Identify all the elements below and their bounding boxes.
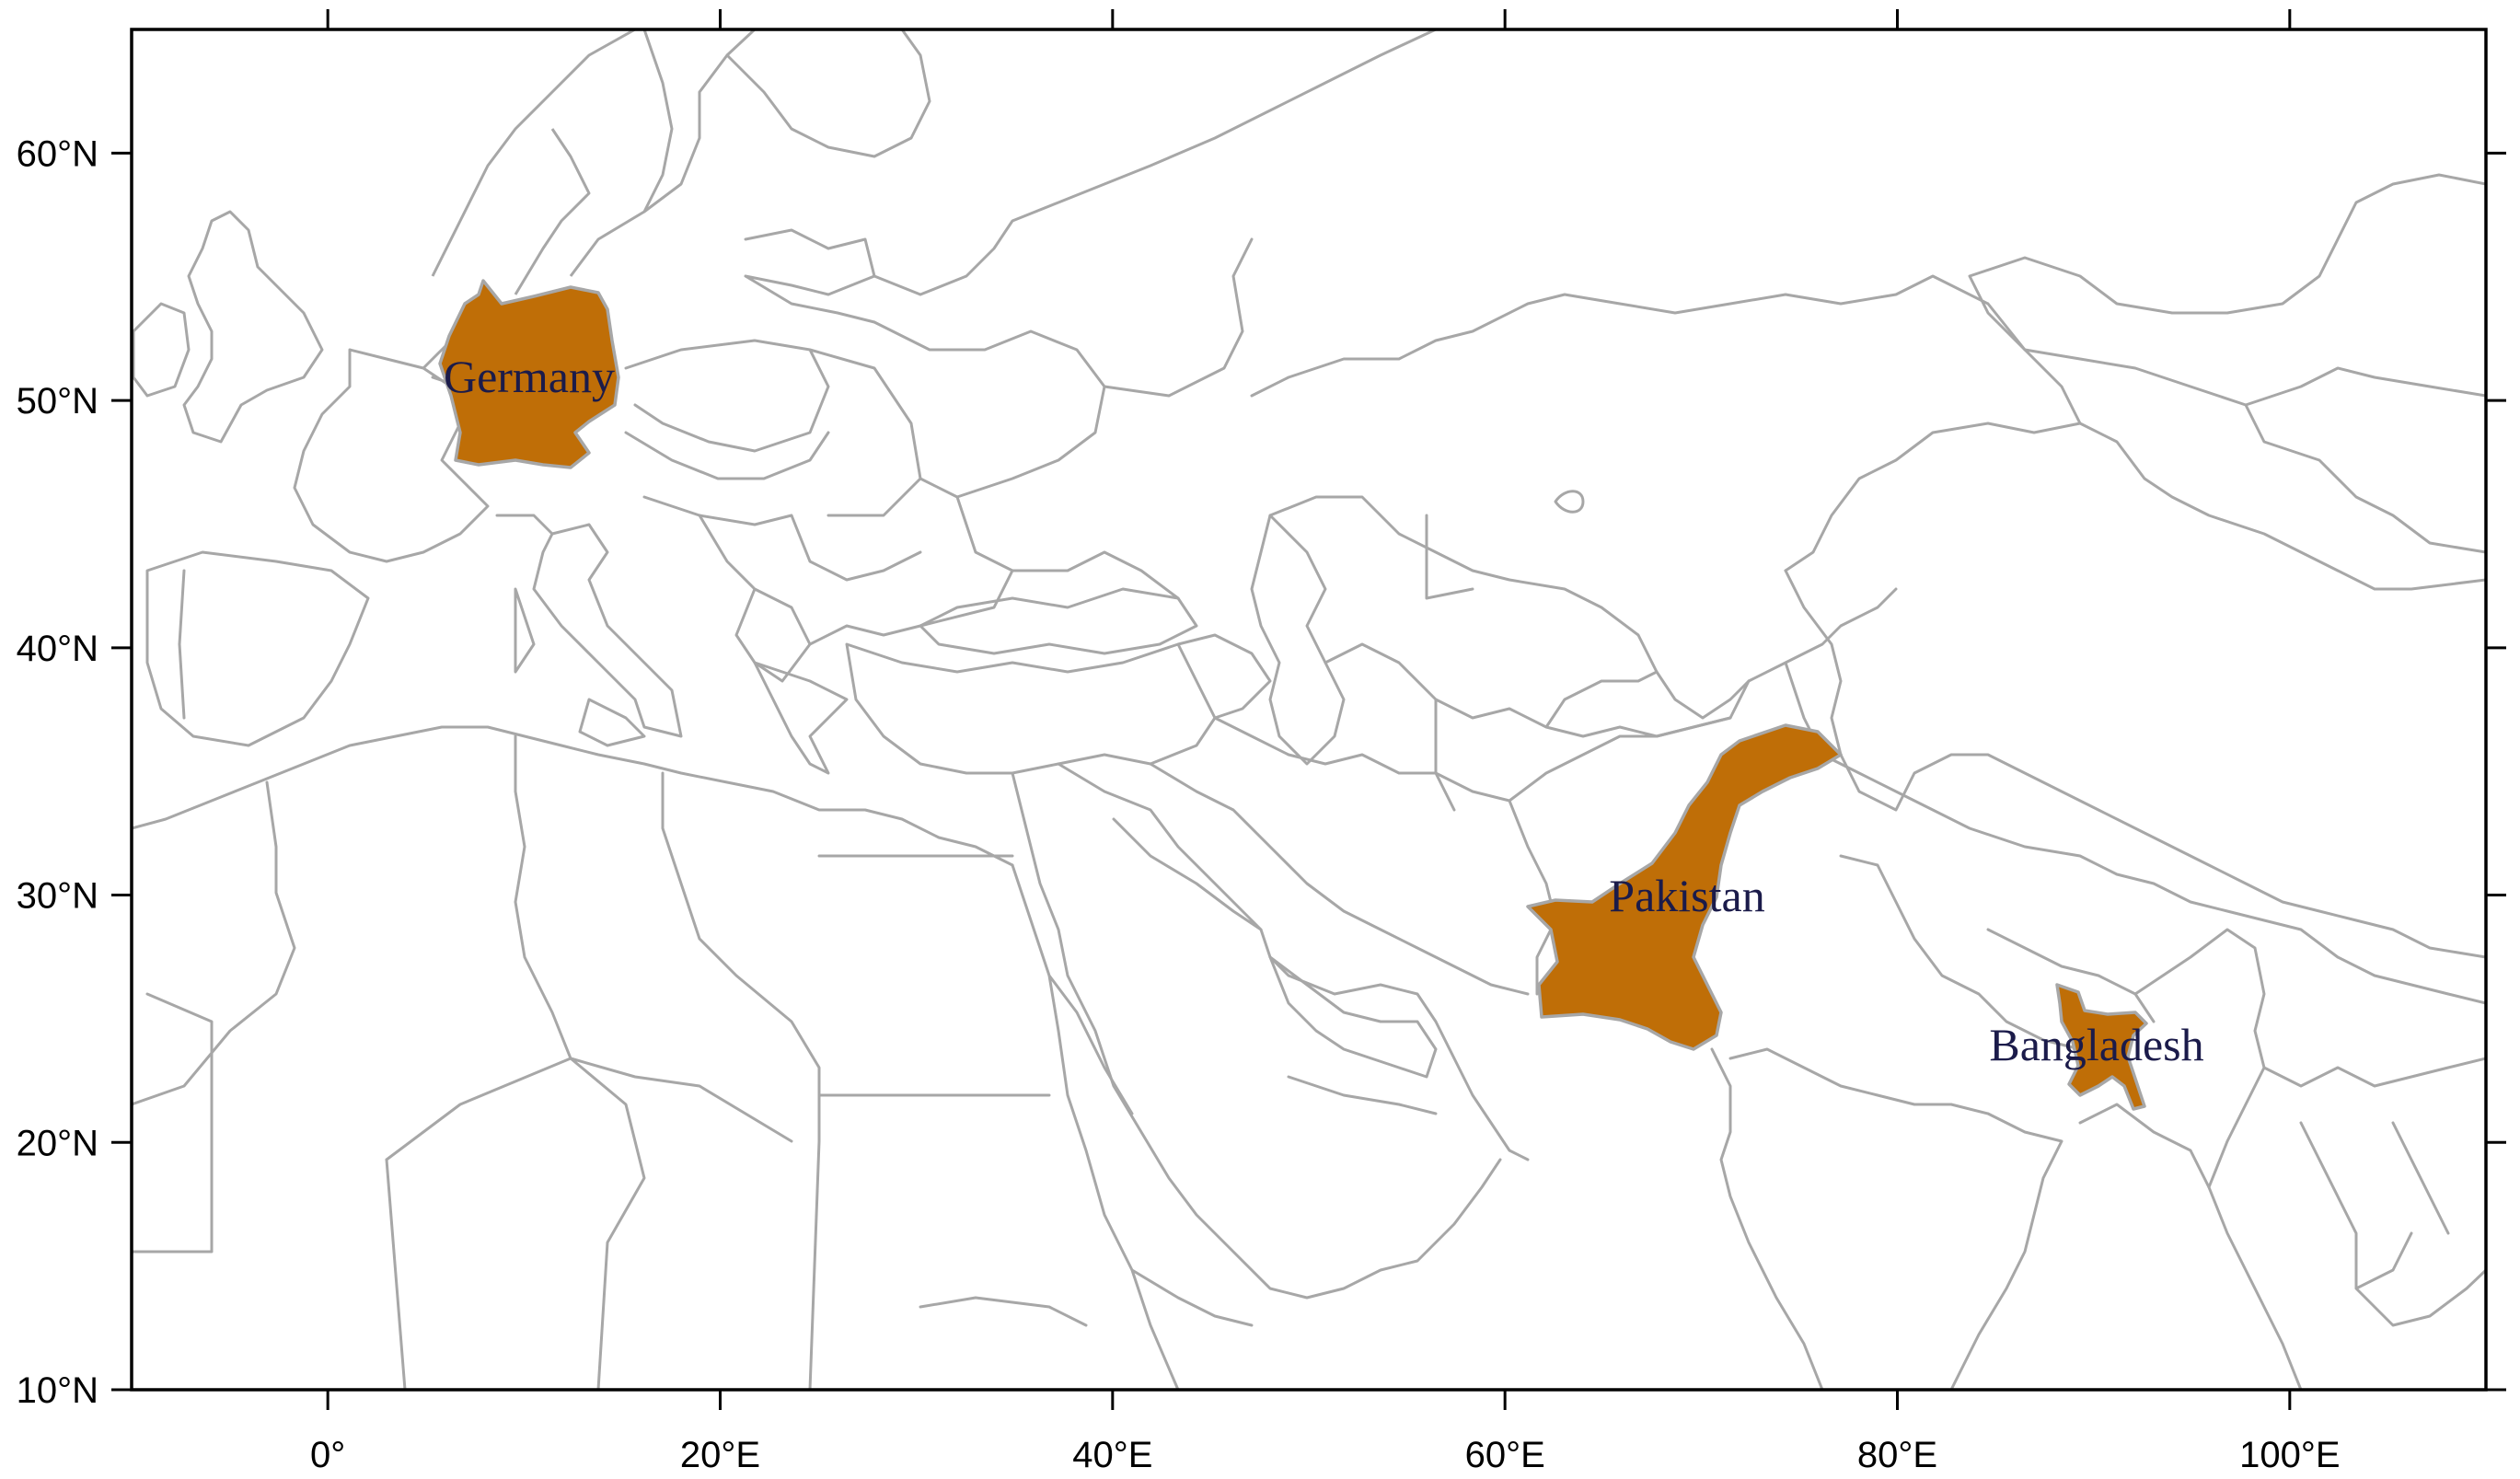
y-tick-label-2: 30°N	[17, 876, 98, 917]
y-tick-label-5: 60°N	[17, 133, 98, 174]
map-frame	[130, 28, 2488, 1392]
country-borders	[132, 29, 2486, 1390]
x-tick-label-3: 60°E	[1465, 1435, 1545, 1475]
middle-east-borders	[1011, 762, 1530, 1300]
china-southwest-borders	[1784, 661, 2486, 1005]
country-labels: Germany Pakistan Bangladesh	[444, 351, 2204, 1070]
southeast-asia-borders	[1986, 928, 2486, 1327]
lake-balkhash	[1554, 490, 1585, 514]
black-sea	[919, 587, 1198, 655]
north-africa-borders	[132, 725, 1051, 1390]
ireland-outline	[132, 302, 191, 398]
central-asia-borders	[1250, 274, 2082, 720]
east-africa-borders	[919, 863, 1254, 1390]
y-tick-label-3: 40°N	[17, 629, 98, 669]
germany-label: Germany	[444, 351, 615, 402]
x-tick-label-2: 40°E	[1072, 1435, 1152, 1475]
x-tick-label-0: 0°	[310, 1435, 345, 1475]
germany-shape	[438, 279, 620, 469]
mongolia-china-borders	[1968, 173, 2486, 591]
iberia-outline	[145, 550, 370, 747]
eastern-europe-borders	[873, 29, 1438, 628]
turkey-outline	[845, 633, 1272, 775]
greece-outline	[753, 661, 849, 775]
central-europe-borders	[624, 339, 922, 683]
great-britain-outline	[182, 210, 324, 444]
western-china-borders	[1784, 569, 2486, 959]
italy-outline	[514, 523, 683, 747]
x-tick-label-5: 100°E	[2239, 1435, 2340, 1475]
highlighted-countries	[438, 279, 2148, 1111]
x-tick-label-4: 80°E	[1857, 1435, 1937, 1475]
finland-outline	[725, 29, 931, 158]
pakistan-shape	[1526, 723, 1843, 1051]
caspian-sea	[1250, 514, 1346, 766]
uzbek-turkmen-borders	[1324, 642, 1751, 812]
longitude-axis: 0° 20°E 40°E 60°E 80°E 100°E	[310, 9, 2341, 1475]
pakistan-label: Pakistan	[1609, 870, 1764, 921]
x-tick-label-1: 20°E	[680, 1435, 760, 1475]
bangladesh-shape	[2055, 983, 2148, 1111]
baltic-borders	[744, 228, 876, 324]
y-tick-label-4: 50°N	[17, 381, 98, 422]
y-tick-label-0: 10°N	[17, 1370, 98, 1411]
bangladesh-label: Bangladesh	[1989, 1019, 2203, 1070]
scandinavia-outline	[431, 29, 757, 295]
india-coast	[1949, 1140, 2063, 1390]
persian-gulf	[1268, 955, 1438, 1079]
latitude-axis: 10°N 20°N 30°N 40°N 50°N 60°N	[17, 133, 2506, 1411]
india-outline	[1710, 854, 2303, 1390]
y-tick-label-1: 20°N	[17, 1123, 98, 1163]
